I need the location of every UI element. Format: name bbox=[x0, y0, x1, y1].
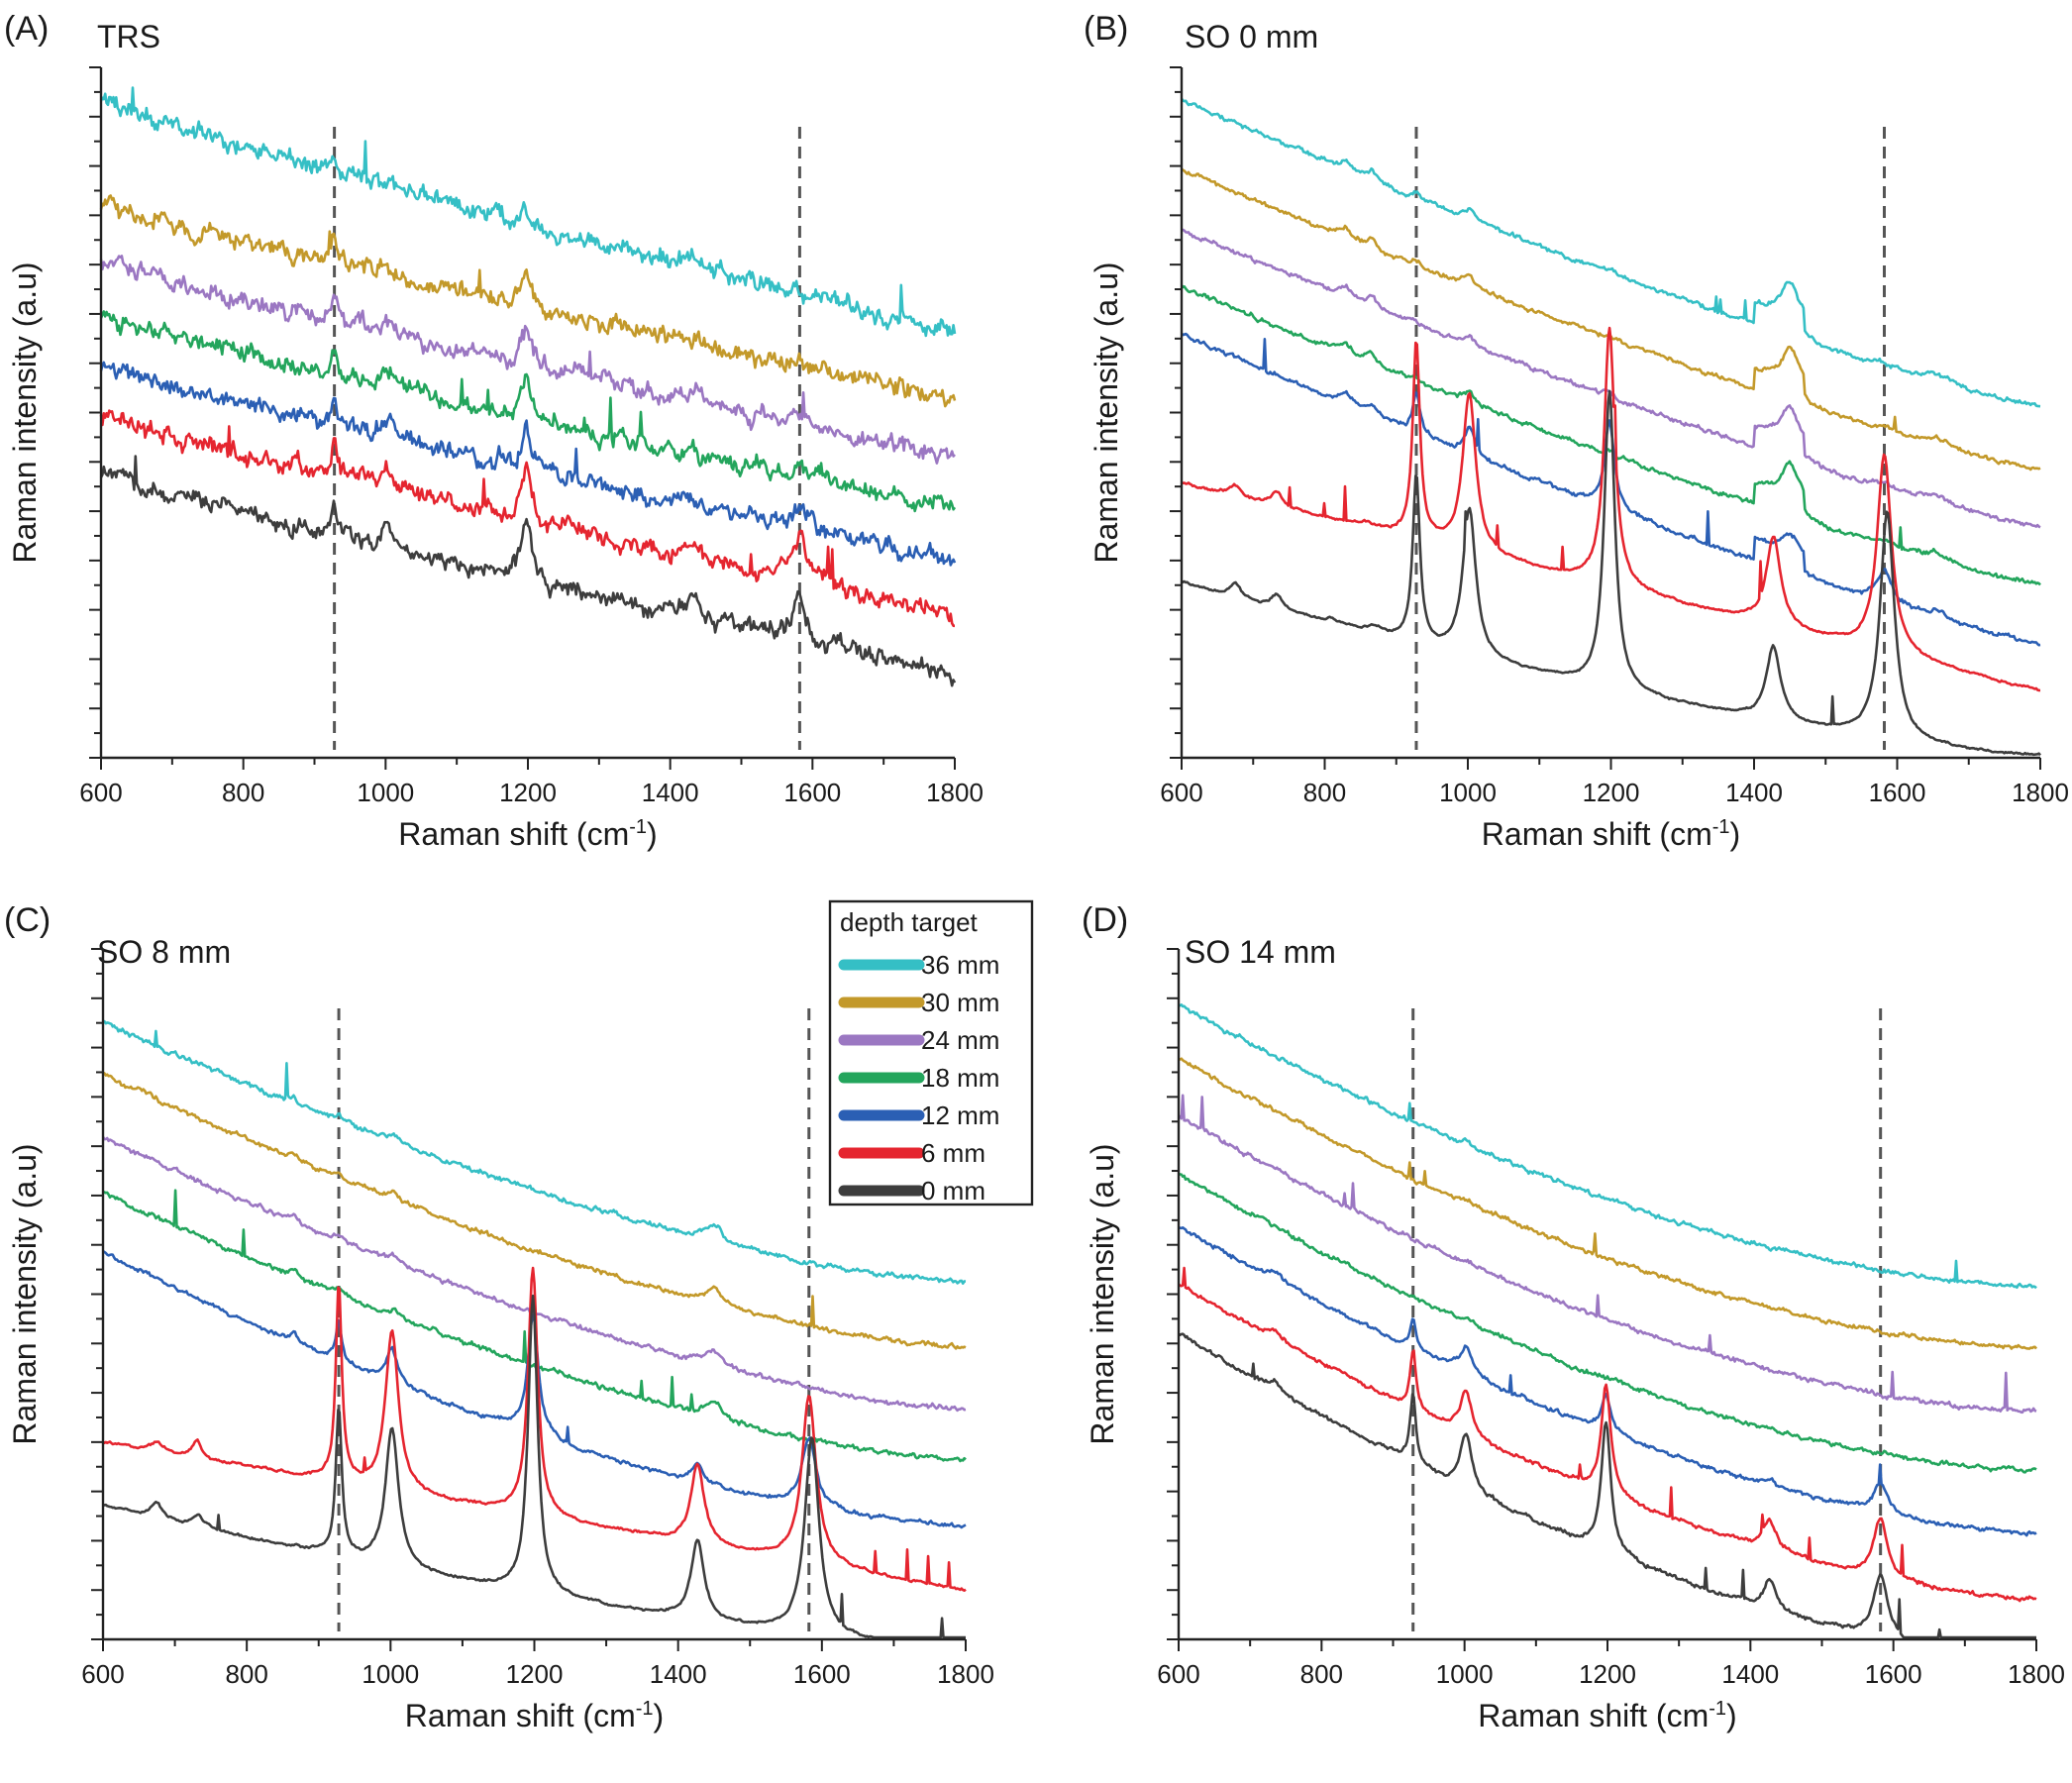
y-axis-title: Raman intensity (a.u) bbox=[7, 262, 43, 563]
x-tick-label: 1600 bbox=[1869, 778, 1926, 807]
x-tick-label: 1000 bbox=[1439, 778, 1497, 807]
legend-label: 30 mm bbox=[921, 988, 999, 1017]
spectrum-line-30-mm bbox=[102, 1071, 967, 1350]
x-tick-label: 1600 bbox=[1865, 1659, 1922, 1689]
spectrum-line-12-mm bbox=[1181, 332, 2041, 647]
x-axis-title: Raman shift (cm-1) bbox=[398, 816, 657, 852]
legend-label: 12 mm bbox=[921, 1101, 999, 1130]
x-tick-label: 800 bbox=[222, 778, 264, 807]
legend-label: 0 mm bbox=[921, 1176, 985, 1206]
x-tick-label: 1000 bbox=[357, 778, 414, 807]
spectrum-line-24-mm bbox=[1178, 1094, 2037, 1415]
spectrum-line-0-mm bbox=[1181, 389, 2041, 757]
x-tick-label: 1200 bbox=[499, 778, 557, 807]
chart-panel-a: (A) TRS 600 800 1000 1200 1400 1600 1800 Raman sh… bbox=[4, 10, 984, 852]
x-tick-label: 1200 bbox=[506, 1659, 564, 1689]
spectrum-line-24-mm bbox=[99, 255, 956, 465]
x-tick-label: 1200 bbox=[1583, 778, 1640, 807]
x-tick-label: 800 bbox=[1300, 1659, 1343, 1689]
legend-label: 18 mm bbox=[921, 1063, 999, 1093]
x-tick-label: 1800 bbox=[926, 778, 984, 807]
legend-title: depth target bbox=[840, 907, 979, 937]
x-tick-label: 600 bbox=[1160, 778, 1202, 807]
spectrum-line-6-mm bbox=[1178, 1266, 2037, 1603]
x-tick-label: 1600 bbox=[783, 778, 841, 807]
y-axis-title: Raman intensity (a.u) bbox=[1085, 1143, 1120, 1444]
x-tick-label: 1400 bbox=[642, 778, 699, 807]
spectrum-line-6-mm bbox=[1181, 326, 2041, 692]
spectrum-line-0-mm bbox=[99, 455, 957, 687]
x-tick-label: 1800 bbox=[2012, 778, 2069, 807]
x-tick-label: 800 bbox=[1303, 778, 1346, 807]
x-tick-label: 1400 bbox=[1725, 778, 1783, 807]
y-axis-title: Raman intensity (a.u) bbox=[1088, 262, 1124, 563]
spectrum-line-18-mm bbox=[99, 310, 957, 513]
spectrum-line-36-mm bbox=[102, 1019, 967, 1285]
y-axis-title: Raman intensity (a.u) bbox=[7, 1143, 43, 1444]
x-tick-label: 1400 bbox=[1721, 1659, 1779, 1689]
x-tick-label: 600 bbox=[1157, 1659, 1199, 1689]
spectrum-line-12-mm bbox=[99, 361, 957, 567]
spectrum-line-0-mm bbox=[102, 1294, 966, 1639]
x-axis-title: Raman shift (cm-1) bbox=[1482, 816, 1740, 852]
x-tick-label: 600 bbox=[81, 1659, 124, 1689]
legend-label: 36 mm bbox=[921, 950, 999, 980]
chart-panel-d: (D) SO 14 mm 600 800 1000 1200 1400 1600 1800 Ram… bbox=[1082, 901, 2065, 1733]
panel-letter: (D) bbox=[1082, 901, 1128, 939]
panel-letter: (B) bbox=[1084, 10, 1128, 48]
panel-title: TRS bbox=[97, 19, 160, 54]
x-tick-label: 1000 bbox=[1436, 1659, 1494, 1689]
x-tick-label: 600 bbox=[79, 778, 122, 807]
chart-panel-c: (C) SO 8 mm 600 800 1000 1200 1400 1600 1800 Rama… bbox=[4, 901, 994, 1733]
panel-title: SO 0 mm bbox=[1185, 19, 1318, 54]
x-tick-label: 1000 bbox=[362, 1659, 419, 1689]
x-tick-label: 1400 bbox=[650, 1659, 707, 1689]
spectrum-line-36-mm bbox=[99, 86, 957, 338]
panel-title: SO 8 mm bbox=[97, 934, 231, 970]
x-tick-label: 1200 bbox=[1579, 1659, 1636, 1689]
spectrum-line-6-mm bbox=[99, 409, 955, 628]
spectrum-line-30-mm bbox=[1179, 1057, 2038, 1350]
chart-panel-b: (B) SO 0 mm 600 800 1000 1200 1400 1600 1800 Rama… bbox=[1084, 10, 2069, 852]
spectrum-line-18-mm bbox=[1180, 284, 2041, 586]
x-axis-title: Raman shift (cm-1) bbox=[1478, 1698, 1736, 1733]
spectrum-line-36-mm bbox=[1180, 97, 2041, 408]
spectrum-line-30-mm bbox=[99, 194, 957, 408]
legend-label: 24 mm bbox=[921, 1025, 999, 1055]
spectrum-line-36-mm bbox=[1178, 1002, 2037, 1290]
x-axis-title: Raman shift (cm-1) bbox=[405, 1698, 664, 1733]
spectrum-line-0-mm bbox=[1178, 1332, 2036, 1639]
panel-title: SO 14 mm bbox=[1185, 934, 1336, 970]
spectrum-line-18-mm bbox=[102, 1189, 967, 1463]
legend-label: 6 mm bbox=[921, 1138, 985, 1168]
x-tick-label: 1800 bbox=[2008, 1659, 2065, 1689]
x-tick-label: 1800 bbox=[937, 1659, 994, 1689]
x-tick-label: 1600 bbox=[793, 1659, 851, 1689]
panel-letter: (A) bbox=[4, 10, 49, 48]
x-tick-label: 800 bbox=[225, 1659, 267, 1689]
spectrum-line-6-mm bbox=[102, 1266, 967, 1592]
legend: depth target 36 mm 30 mm 24 mm 18 mm 12 mm 6 m… bbox=[828, 899, 1034, 1206]
spectrum-line-24-mm bbox=[1181, 228, 2041, 529]
spectrum-line-18-mm bbox=[1178, 1172, 2037, 1474]
panel-letter: (C) bbox=[4, 901, 51, 939]
